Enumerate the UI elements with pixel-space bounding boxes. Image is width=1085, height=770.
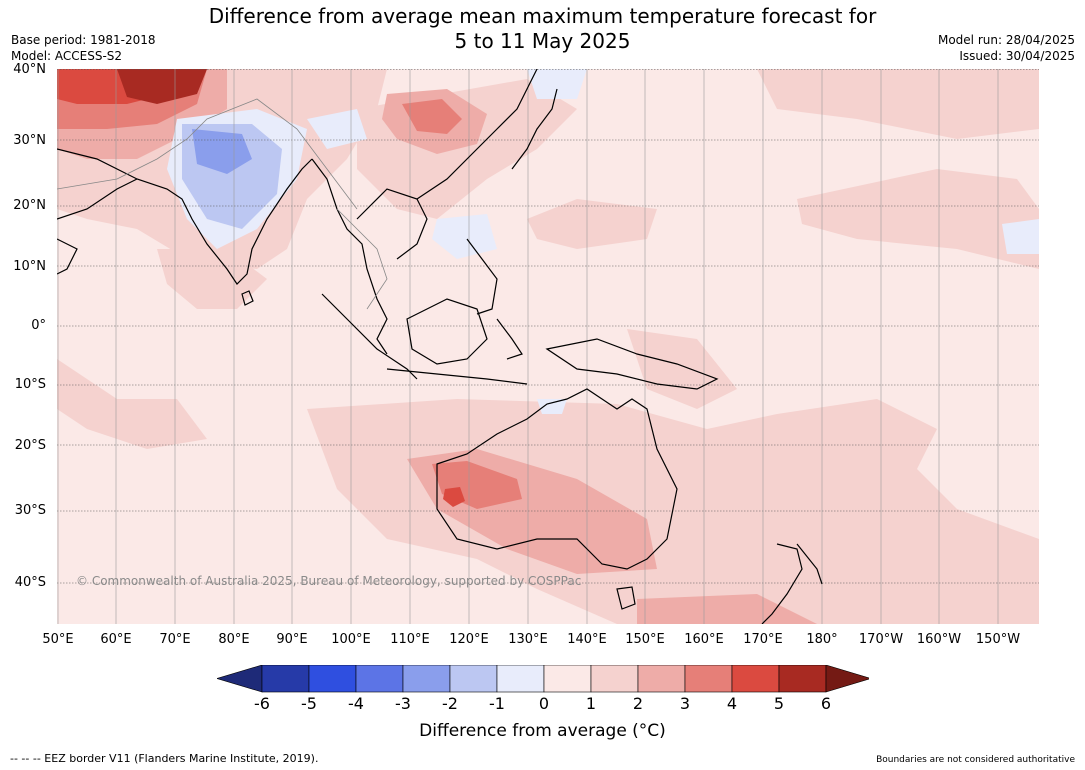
lon-label-70e: 70°E: [159, 632, 191, 647]
lon-label-150w: 150°W: [975, 632, 1021, 647]
colorbar-tick-label: 4: [726, 694, 738, 713]
map-title: Difference from average mean maximum tem…: [0, 4, 1085, 54]
colorbar-segment: [731, 665, 780, 693]
lat-label-40n: 40°N: [13, 62, 46, 77]
colorbar-segment: [355, 665, 404, 693]
lon-label-140e: 140°E: [567, 632, 607, 647]
colorbar-tick-label: -6: [254, 694, 270, 713]
model-name: Model: ACCESS-S2: [11, 49, 123, 63]
lon-label-50e: 50°E: [42, 632, 74, 647]
colorbar-segment: [590, 665, 639, 693]
colorbar: [217, 665, 869, 693]
colorbar-extend-high: [825, 665, 869, 693]
meta-right: Model run: 28/04/2025 Issued: 30/04/2025: [938, 32, 1075, 64]
colorbar-tick-label: 5: [773, 694, 785, 713]
colorbar-tick-label: 1: [585, 694, 597, 713]
country-borders: [57, 98, 388, 310]
base-period: Base period: 1981-2018: [11, 33, 156, 47]
lon-label-180: 180°: [806, 632, 838, 647]
anomaly-extreme-positive: [117, 69, 207, 104]
colorbar-segment: [684, 665, 733, 693]
coastlines: [57, 69, 823, 624]
colorbar-segment: [261, 665, 310, 693]
lat-label-0: 0°: [31, 318, 46, 333]
colorbar-tick-label: -1: [489, 694, 505, 713]
colorbar-tick-label: 6: [820, 694, 832, 713]
lat-label-40s: 40°S: [14, 575, 46, 590]
boundaries-note: Boundaries are not considered authoritat…: [876, 755, 1075, 765]
colorbar-extend-low: [217, 665, 263, 693]
issued-date: Issued: 30/04/2025: [959, 49, 1075, 63]
lon-label-90e: 90°E: [276, 632, 308, 647]
colorbar-segment: [449, 665, 498, 693]
colorbar-tick-label: -5: [301, 694, 317, 713]
title-line-1: Difference from average mean maximum tem…: [208, 4, 877, 28]
colorbar-segment: [308, 665, 357, 693]
map-meridians: [57, 69, 999, 624]
lon-label-170e: 170°E: [743, 632, 783, 647]
lon-label-100e: 100°E: [331, 632, 371, 647]
colorbar-segment: [543, 665, 592, 693]
lon-label-130e: 130°E: [508, 632, 548, 647]
lon-label-150e: 150°E: [625, 632, 665, 647]
lat-label-30s: 30°S: [14, 503, 46, 518]
colorbar-segment: [496, 665, 545, 693]
copyright-notice: © Commonwealth of Australia 2025, Bureau…: [76, 574, 582, 588]
lon-label-160w: 160°W: [916, 632, 962, 647]
colorbar-tick-label: -3: [395, 694, 411, 713]
lon-label-80e: 80°E: [218, 632, 250, 647]
meta-left: Base period: 1981-2018 Model: ACCESS-S2: [11, 32, 156, 64]
lat-label-20n: 20°N: [13, 198, 46, 213]
lon-label-110e: 110°E: [390, 632, 430, 647]
title-line-2: 5 to 11 May 2025: [454, 29, 631, 53]
lon-label-60e: 60°E: [100, 632, 132, 647]
lat-label-10s: 10°S: [14, 377, 46, 392]
colorbar-segment: [637, 665, 686, 693]
lat-label-30n: 30°N: [13, 133, 46, 148]
lon-label-170w: 170°W: [858, 632, 904, 647]
anomaly-map: [57, 69, 1039, 624]
colorbar-tick-label: -2: [442, 694, 458, 713]
eez-note: -- -- -- EEZ border V11 (Flanders Marine…: [10, 752, 319, 765]
colorbar-tick-label: 0: [538, 694, 550, 713]
colorbar-tick-label: -4: [348, 694, 364, 713]
colorbar-segment: [402, 665, 451, 693]
colorbar-tick-label: 2: [632, 694, 644, 713]
colorbar-label: Difference from average (°C): [419, 721, 666, 741]
colorbar-tick-label: 3: [679, 694, 691, 713]
lat-label-10n: 10°N: [13, 259, 46, 274]
lon-label-160e: 160°E: [684, 632, 724, 647]
colorbar-segment: [778, 665, 827, 693]
lat-label-20s: 20°S: [14, 438, 46, 453]
lon-label-120e: 120°E: [449, 632, 489, 647]
model-run: Model run: 28/04/2025: [937, 33, 1075, 47]
